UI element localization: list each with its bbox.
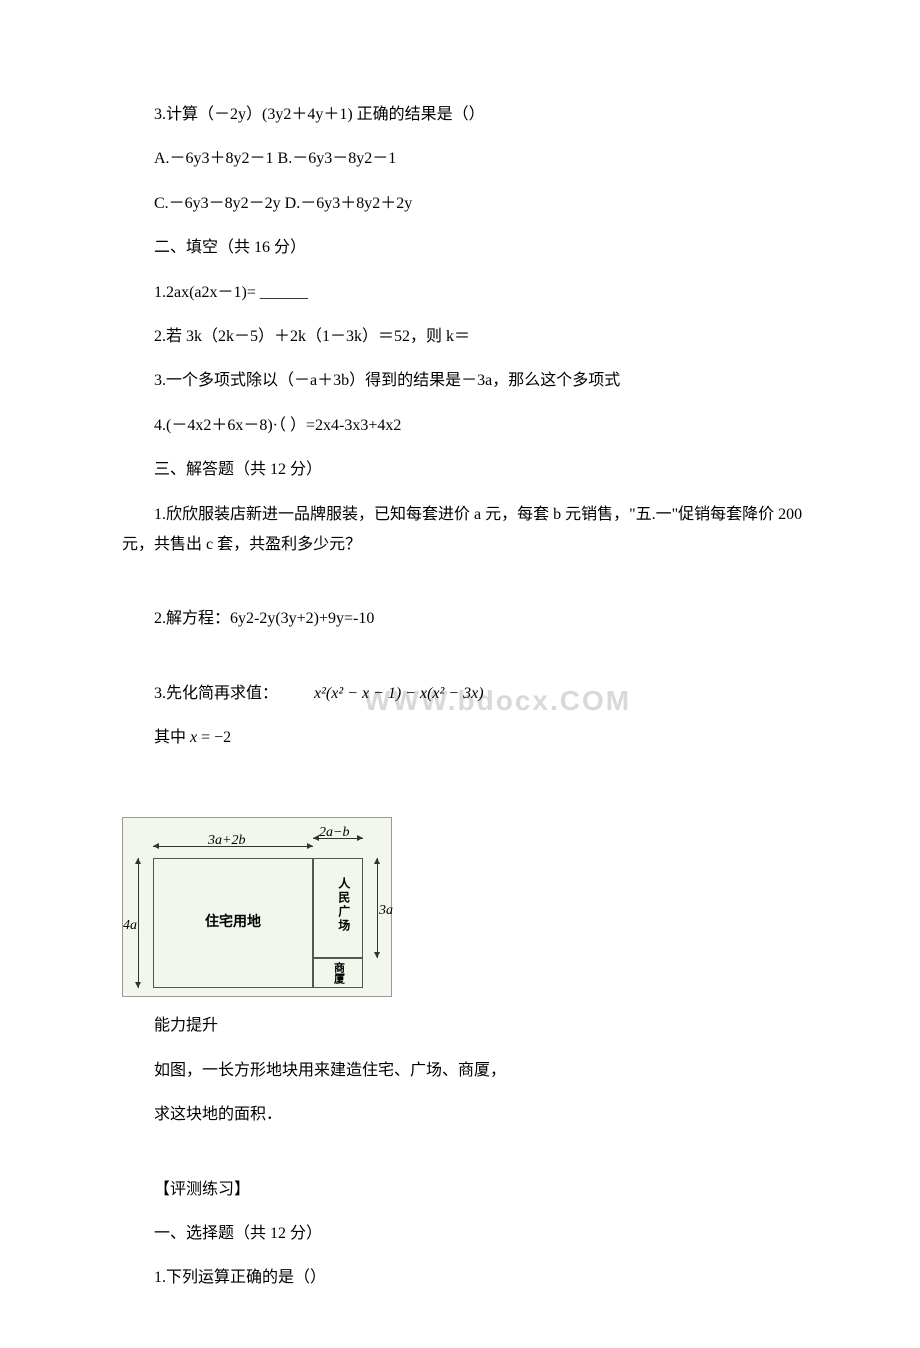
land-diagram: 3a+2b 2a−b 4a 3a 住宅用地 人民广场 商厦 (122, 817, 392, 997)
dim-left: 4a (123, 913, 137, 940)
zone-plaza: 人民广场 (313, 858, 363, 958)
ability-l1: 如图，一长方形地块用来建造住宅、广场、商厦， (122, 1056, 820, 1086)
section2-head: 二、填空（共 16 分） (122, 233, 820, 263)
ability-head: 能力提升 (122, 1011, 820, 1041)
sec3-p3-where: 其中 x = −2 (122, 723, 820, 753)
zone-shop: 商厦 (313, 958, 363, 988)
sec3-p2: 2.解方程：6y2-2y(3y+2)+9y=-10 (122, 604, 820, 634)
zone-residential: 住宅用地 (153, 858, 313, 988)
sec2-item3: 3.一个多项式除以（－a＋3b）得到的结果是－3a，那么这个多项式 (122, 366, 820, 396)
sec3-p3: 3.先化简再求值： WWW.bdocx.COM x²(x² − x − 1) −… (122, 679, 820, 709)
eval-head: 【评测练习】 (122, 1175, 820, 1205)
dim-top-left: 3a+2b (208, 828, 245, 855)
sec3-p3-label: 3.先化简再求值： (154, 685, 278, 702)
eval-s1: 一、选择题（共 12 分） (122, 1219, 820, 1249)
sec2-item1: 1.2ax(a2x－1)= ______ (122, 278, 820, 308)
q3-stem: 3.计算（－2y）(3y2＋4y＋1) 正确的结果是（） (122, 100, 820, 130)
dim-right: 3a (379, 898, 393, 925)
section3-head: 三、解答题（共 12 分） (122, 455, 820, 485)
eval-q1: 1.下列运算正确的是（） (122, 1263, 820, 1293)
dim-top-right: 2a−b (319, 820, 349, 847)
q3-opt-ab: A.－6y3＋8y2－1 B.－6y3－8y2－1 (122, 144, 820, 174)
ability-l2: 求这块地的面积． (122, 1100, 820, 1130)
sec2-item4: 4.(－4x2＋6x－8)·（ ）=2x4-3x3+4x2 (122, 411, 820, 441)
sec3-p3-formula: x²(x² − x − 1) − x(x² − 3x) (314, 685, 484, 702)
q3-opt-cd: C.－6y3－8y2－2y D.－6y3＋8y2＋2y (122, 189, 820, 219)
sec3-p1: 1.欣欣服装店新进一品牌服装，已知每套进价 a 元，每套 b 元销售，"五.一"… (122, 500, 820, 561)
sec2-item2: 2.若 3k（2k－5）＋2k（1－3k）＝52，则 k＝ (122, 322, 820, 352)
